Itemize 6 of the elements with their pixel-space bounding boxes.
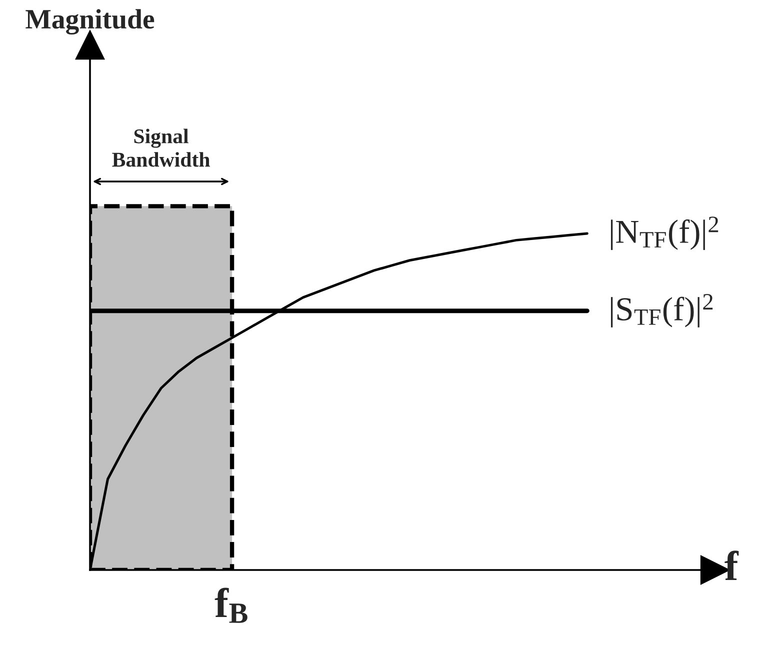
series-label: |N$_{TF}$(f)|$^{2}$	[610, 216, 718, 250]
text: f$_{B}$	[214, 588, 248, 623]
x-axis-title: f	[724, 550, 739, 580]
text: Signal Bandwidth	[112, 128, 210, 167]
text: Magnitude	[26, 9, 154, 34]
series-label: |S$_{TF}$(f)|$^{2}$	[610, 294, 713, 328]
